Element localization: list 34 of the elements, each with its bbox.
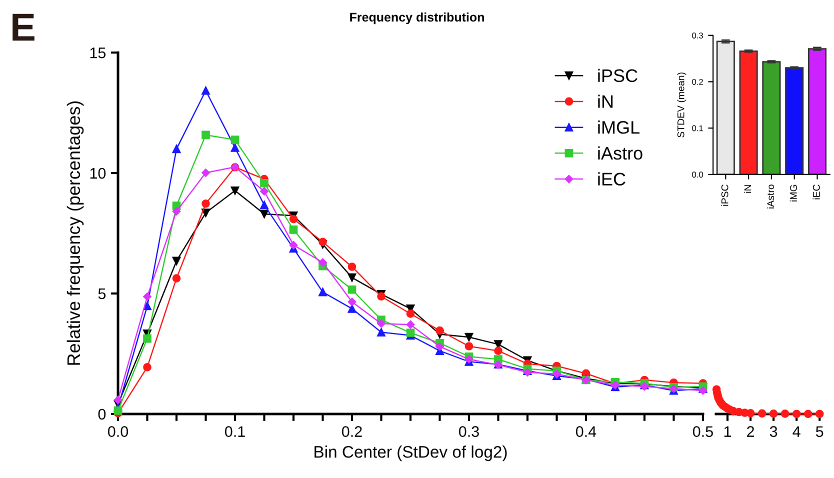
legend-label: iAstro [598,146,642,160]
x-tick-label: iPSC [721,184,728,206]
y-tick-label: 15 [90,48,106,58]
legend-label: iMGL [598,120,640,134]
x-tick-label: 0.0 [108,426,128,437]
x-tick-label: 0.4 [576,426,596,437]
y-tick-label: 0.3 [692,32,703,38]
x-tick-label: 4 [792,426,800,437]
chart-title: Frequency distribution [350,12,484,24]
x-tick-label: 1 [724,426,732,437]
y-tick-label: 0.1 [692,125,703,132]
y-tick-label: 0.2 [692,78,703,85]
legend-label: iPSC [598,68,638,82]
y-tick-label: 10 [90,168,106,179]
x-axis-title: Bin Center (StDev of log2) [314,446,507,462]
x-tick-label: iMG [790,184,797,202]
x-tick-label: 0.2 [342,426,362,437]
y-tick-label: 5 [98,288,106,300]
y-tick-label: 0.0 [692,172,704,178]
x-tick-label: iAstro [766,184,774,208]
legend-label: iN [598,94,613,108]
y-axis-title: STDEV (mean) [677,72,686,138]
x-tick-label: 0.5 [692,426,713,437]
x-tick-label: iN [744,184,752,193]
x-tick-label: iEC [812,184,820,200]
text: E [12,14,34,41]
x-tick-label: 0.1 [224,426,245,437]
y-tick-label: 0 [98,408,106,420]
x-tick-label: 0.3 [458,426,479,437]
x-tick-label: 5 [816,426,824,437]
x-tick-label: 2 [747,426,754,437]
x-tick-label: 3 [770,426,778,437]
legend-label: iEC [598,172,626,186]
y-axis-title: Relative frequency (percentages) [66,101,84,365]
